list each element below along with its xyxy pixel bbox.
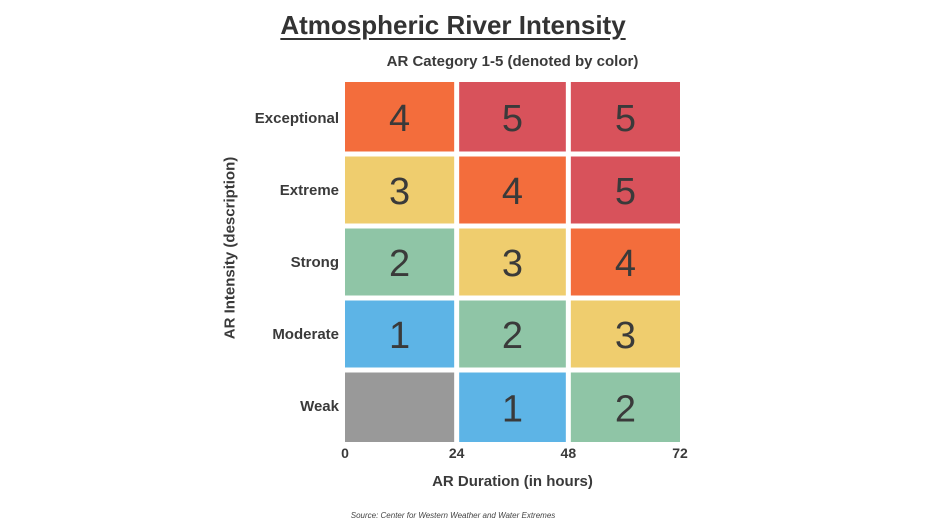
cell-value-label: 4 bbox=[615, 243, 636, 285]
heatmap-cell bbox=[570, 372, 680, 442]
heatmap-cell bbox=[345, 372, 455, 442]
cell-value-label: 4 bbox=[389, 98, 410, 140]
x-tick-label: 48 bbox=[561, 445, 577, 461]
cell-value-label: 2 bbox=[389, 243, 410, 285]
row-label-strong: Strong bbox=[291, 254, 339, 271]
chart-title: Atmospheric River Intensity bbox=[280, 10, 626, 40]
x-axis-label: AR Duration (in hours) bbox=[432, 473, 593, 490]
cell-value-label: 5 bbox=[615, 98, 636, 140]
heatmap-cell bbox=[345, 156, 455, 224]
x-tick-label: 24 bbox=[449, 445, 465, 461]
heatmap-cell bbox=[570, 300, 680, 368]
cell-value-label: 2 bbox=[502, 315, 523, 357]
cell-value-label: 5 bbox=[502, 98, 523, 140]
cell-value-label: 2 bbox=[615, 388, 636, 430]
heatmap-cell bbox=[345, 228, 455, 296]
heatmap-cell bbox=[570, 156, 680, 224]
x-tick-label: 0 bbox=[341, 445, 349, 461]
heatmap-cell bbox=[459, 372, 566, 442]
cell-value-label: 3 bbox=[502, 243, 523, 285]
x-tick-label: 72 bbox=[672, 445, 688, 461]
row-label-weak: Weak bbox=[300, 398, 340, 415]
cell-value-label: 4 bbox=[502, 171, 523, 213]
heatmap-cell bbox=[570, 228, 680, 296]
heatmap-cell bbox=[459, 228, 566, 296]
heatmap-cell bbox=[345, 300, 455, 368]
source-note: Source: Center for Western Weather and W… bbox=[350, 511, 556, 520]
cell-value-label: 5 bbox=[615, 171, 636, 213]
heatmap-cell bbox=[345, 82, 455, 152]
cell-value-label: 1 bbox=[502, 388, 523, 430]
row-label-extreme: Extreme bbox=[280, 182, 339, 199]
heatmap-cell bbox=[459, 82, 566, 152]
cell-value-label: 1 bbox=[389, 315, 410, 357]
cell-value-label: 3 bbox=[389, 171, 410, 213]
heatmap-cell bbox=[459, 156, 566, 224]
heatmap-cell bbox=[459, 300, 566, 368]
chart-subtitle: AR Category 1-5 (denoted by color) bbox=[386, 53, 639, 70]
heatmap-cell bbox=[570, 82, 680, 152]
row-label-exceptional: Exceptional bbox=[255, 110, 339, 127]
cell-value-label: 3 bbox=[615, 315, 636, 357]
row-label-moderate: Moderate bbox=[272, 326, 339, 343]
